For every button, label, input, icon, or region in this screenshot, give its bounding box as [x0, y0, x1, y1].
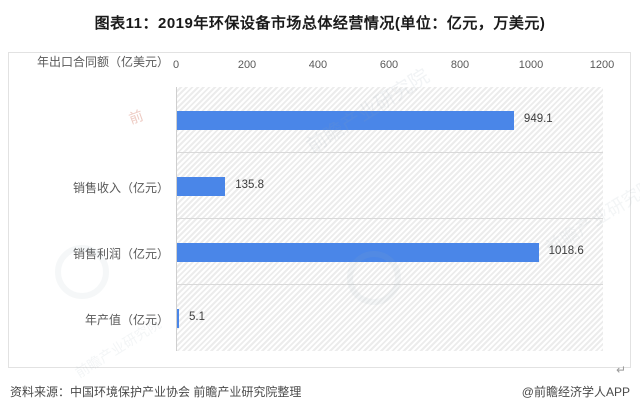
watermark-logo-icon: 前 — [126, 107, 146, 127]
paragraph-return-icon: ↵ — [616, 363, 627, 377]
bar-row: 949.1 — [177, 87, 603, 153]
bar-value-label: 949.1 — [523, 113, 553, 125]
data-source-note: 资料来源：中国环境保护产业协会 前瞻产业研究院整理 — [10, 385, 302, 399]
chart-container: 0 200 400 600 800 1000 1200 销售收入（亿元） 销售利… — [8, 52, 640, 381]
chart-title: 图表11：2019年环保设备市场总体经营情况(单位：亿元，万美元) — [94, 15, 546, 32]
bar-row: 135.8 — [177, 153, 603, 219]
bar-row: 1018.6 — [177, 219, 603, 285]
bar-annual-output — [177, 243, 539, 262]
bar-sales-revenue — [177, 111, 514, 130]
x-axis-tick: 600 — [379, 59, 399, 71]
bar-row: 5.1 — [177, 285, 603, 351]
credit-note: @前瞻经济学人APP — [521, 385, 630, 399]
category-label: 销售收入（亿元） — [72, 181, 169, 195]
plot-area: 949.1 135.8 1018.6 5.1 — [176, 87, 603, 351]
x-axis-tick: 400 — [308, 59, 328, 71]
x-axis-tick: 800 — [450, 59, 470, 71]
x-axis-tick: 1200 — [589, 59, 615, 71]
category-label: 销售利润（亿元） — [72, 247, 169, 261]
bar-value-label: 135.8 — [235, 179, 264, 191]
category-label: 年产值（亿元） — [84, 313, 169, 327]
category-label: 年出口合同额（亿美元） — [36, 55, 169, 69]
bar-value-label: 5.1 — [189, 311, 205, 323]
x-axis-tick: 1000 — [518, 59, 544, 71]
x-axis-tick: 0 — [172, 59, 180, 71]
bar-export-contracts — [177, 309, 179, 328]
x-axis-tick: 200 — [237, 59, 257, 71]
bar-sales-profit — [177, 177, 226, 196]
x-axis: 0 200 400 600 800 1000 1200 — [172, 59, 614, 75]
bar-value-label: 1018.6 — [548, 245, 584, 257]
